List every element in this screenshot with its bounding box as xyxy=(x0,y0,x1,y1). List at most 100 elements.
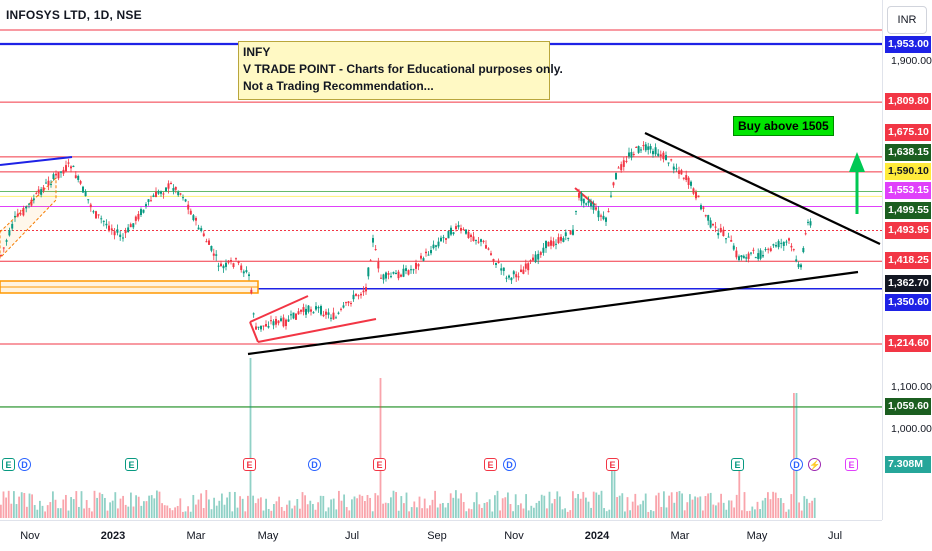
chart-area[interactable] xyxy=(0,0,882,520)
earnings-icon[interactable]: E xyxy=(484,458,497,471)
candle-body xyxy=(260,325,262,330)
volume-bar xyxy=(98,492,101,518)
candle-body xyxy=(192,215,195,221)
volume-bar xyxy=(286,504,288,518)
candle-body xyxy=(750,252,752,254)
volume-bar xyxy=(561,509,564,518)
candle-body xyxy=(785,241,788,243)
earnings-icon[interactable]: E xyxy=(2,458,15,471)
volume-bar xyxy=(135,495,137,518)
candle-body xyxy=(470,234,472,238)
volume-bar xyxy=(353,496,356,518)
candle-body xyxy=(367,267,370,277)
candle-body xyxy=(427,254,430,256)
volume-bar xyxy=(169,508,171,518)
candle-body xyxy=(722,229,725,237)
earnings-icon[interactable]: E xyxy=(731,458,744,471)
volume-bar xyxy=(748,510,751,518)
symbol-title[interactable]: INFOSYS LTD, 1D, NSE xyxy=(6,8,142,22)
earnings-icon[interactable]: E xyxy=(606,458,619,471)
candle-body xyxy=(767,248,770,250)
price-tag: 1,059.60 xyxy=(885,398,931,415)
candle-body xyxy=(687,177,690,185)
volume-bar xyxy=(351,499,353,518)
time-axis[interactable]: Nov 2023 Mar May Jul Sep Nov 2024 Mar May Jul xyxy=(0,520,882,551)
candle-body xyxy=(520,269,522,273)
candle-body xyxy=(790,245,793,248)
candle-body xyxy=(485,245,487,249)
candle-body xyxy=(802,248,805,253)
candle-body xyxy=(719,227,722,233)
candle-body xyxy=(237,261,240,264)
volume-bar xyxy=(379,378,382,518)
volume-bar xyxy=(158,491,161,518)
price-chart[interactable] xyxy=(0,0,882,520)
earnings-icon[interactable]: E xyxy=(373,458,386,471)
volume-bar xyxy=(226,497,228,518)
lightning-icon[interactable]: ⚡ xyxy=(808,458,821,471)
candle-body xyxy=(620,164,623,171)
volume-bar xyxy=(405,492,408,518)
candle-body xyxy=(302,307,305,312)
time-axis-label: Sep xyxy=(427,530,447,542)
volume-bar xyxy=(608,509,611,518)
candle-body xyxy=(320,306,322,315)
candle-body xyxy=(804,233,807,235)
volume-bar xyxy=(449,493,452,518)
note-annotation[interactable]: INFY V TRADE POINT - Charts for Educatio… xyxy=(238,41,563,100)
currency-button[interactable]: INR xyxy=(887,6,927,34)
dividend-icon[interactable]: D xyxy=(18,458,31,471)
candle-body xyxy=(547,241,550,247)
volume-bar xyxy=(291,508,293,518)
candle-body xyxy=(172,188,175,191)
candle-body xyxy=(270,320,272,322)
volume-bar xyxy=(774,492,777,518)
candle-body xyxy=(317,306,320,309)
earnings-icon[interactable]: E xyxy=(125,458,138,471)
volume-bar xyxy=(96,497,98,518)
candle-body xyxy=(692,188,695,194)
volume-bar xyxy=(228,491,231,518)
volume-bar xyxy=(780,498,782,518)
volume-bar xyxy=(239,496,241,518)
volume-bar xyxy=(252,495,254,518)
candle-body xyxy=(742,255,745,259)
dividend-icon[interactable]: D xyxy=(308,458,321,471)
volume-bar xyxy=(52,491,54,518)
volume-bar xyxy=(735,494,738,518)
candle-body xyxy=(342,305,345,308)
volume-bar xyxy=(652,511,655,518)
green-arrow-head xyxy=(849,152,865,172)
candle-body xyxy=(102,220,105,222)
candle-body xyxy=(327,312,330,315)
candle-body xyxy=(397,271,400,279)
volume-bar xyxy=(681,493,683,518)
earnings-icon[interactable]: E xyxy=(845,458,858,471)
volume-bar xyxy=(501,498,504,518)
volume-bar xyxy=(447,502,449,518)
volume-bar xyxy=(369,497,371,518)
candle-body xyxy=(712,224,714,226)
candle-body xyxy=(60,171,62,173)
earnings-icon[interactable]: E xyxy=(243,458,256,471)
buy-label[interactable]: Buy above 1505 xyxy=(733,116,834,136)
volume-bar xyxy=(634,493,637,518)
volume-bar xyxy=(33,505,36,518)
volume-bar xyxy=(655,495,657,518)
volume-bar xyxy=(468,508,470,518)
volume-bar xyxy=(551,503,553,518)
volume-bar xyxy=(18,496,20,518)
candle-body xyxy=(644,144,647,151)
candle-body xyxy=(517,276,520,278)
candle-body xyxy=(597,210,600,218)
volume-bar xyxy=(488,499,491,518)
dividend-icon[interactable]: D xyxy=(503,458,516,471)
dividend-icon[interactable]: D xyxy=(790,458,803,471)
candle-body xyxy=(759,250,762,259)
candle-body xyxy=(137,213,140,220)
candle-body xyxy=(179,193,182,195)
volume-bar xyxy=(195,504,197,518)
volume-bar xyxy=(392,490,395,518)
candle-body xyxy=(477,241,480,243)
candle-body xyxy=(252,313,255,315)
